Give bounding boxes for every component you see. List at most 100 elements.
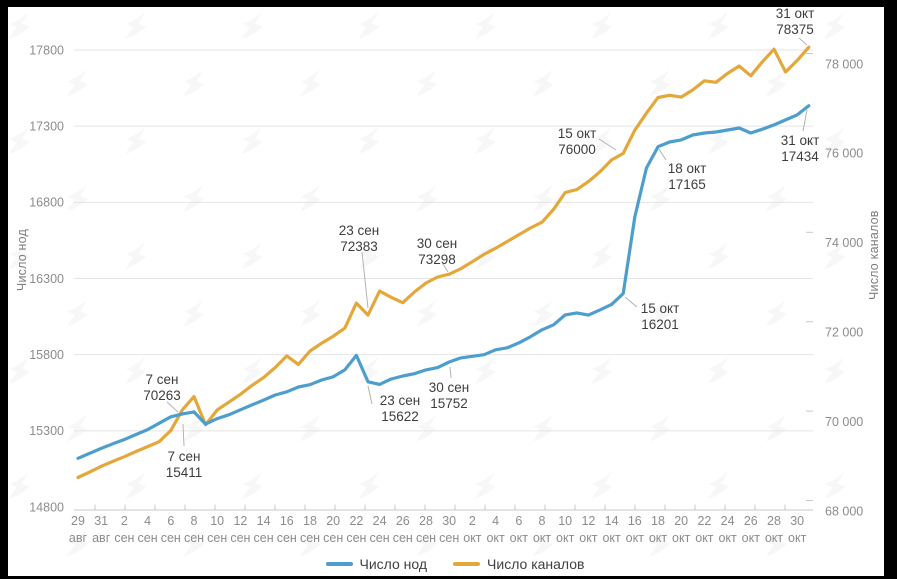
annotation-date: 7 сен xyxy=(146,372,179,387)
annotation-date: 15 окт xyxy=(558,126,597,141)
watermark-logo-icon xyxy=(533,299,554,327)
annotation-value: 16201 xyxy=(641,317,679,332)
annotation-leader-line xyxy=(367,385,373,405)
watermark-logo-icon xyxy=(708,242,729,269)
x-axis-tick-label-day: 22 xyxy=(697,514,711,528)
watermark-logo-icon xyxy=(766,299,787,327)
watermark-logo-icon xyxy=(475,127,496,154)
watermark-logo-icon xyxy=(358,472,379,499)
watermark-logo-icon xyxy=(533,529,554,557)
x-axis-tick-label-month: сен xyxy=(184,531,204,545)
x-axis-tick-label-month: сен xyxy=(439,531,459,545)
watermark-logo-icon xyxy=(416,69,437,97)
chart-canvas: 14800 15300 15800 16300 16800 17300 17800 68 00… xyxy=(9,7,863,557)
x-axis-tick-label-month: окт xyxy=(579,531,598,545)
x-axis-tick-label-day: 24 xyxy=(721,514,735,528)
watermark-logo-icon xyxy=(766,69,787,97)
x-axis-labels: 29 авг 31 авг 2 сен 4 сен 6 сен 8 сен 10 сен 12 сен 14 се… xyxy=(69,514,807,545)
watermark-logo-icon xyxy=(591,472,612,499)
channels-line-swatch-icon xyxy=(453,562,481,566)
legend-label-nodes: Число нод xyxy=(359,556,428,572)
watermark-logo-icon xyxy=(649,69,670,97)
nodes-line-swatch-icon xyxy=(325,562,353,566)
x-axis-tick-label-day: 29 xyxy=(71,514,85,528)
x-axis-tick-label-month: сен xyxy=(230,531,250,545)
watermark-logo-icon xyxy=(649,414,670,442)
watermark-logo-icon xyxy=(475,357,496,384)
annotation-leader-line xyxy=(598,138,617,151)
annotation-value: 78375 xyxy=(776,22,814,37)
left-axis-tick-label: 15300 xyxy=(29,424,64,438)
watermark-logo-icon xyxy=(9,127,30,154)
legend: Число нод Число каналов xyxy=(8,553,884,575)
left-axis-tick-label: 17300 xyxy=(29,119,64,133)
x-axis-tick-label-day: 20 xyxy=(326,514,340,528)
x-axis-tick-label-day: 28 xyxy=(767,514,781,528)
annotation-date: 23 сен xyxy=(339,223,379,238)
watermark-logo-icon xyxy=(358,242,379,269)
watermark-logo-icon xyxy=(300,299,321,327)
watermark-logo-icon xyxy=(824,242,845,269)
x-axis-tick-label-month: окт xyxy=(463,531,482,545)
x-axis-tick-label-day: 4 xyxy=(144,514,151,528)
x-axis-tick-label-month: окт xyxy=(742,531,761,545)
x-axis-tick-label-day: 16 xyxy=(628,514,642,528)
annotation-leader-line xyxy=(442,263,449,273)
x-axis-tick-label-day: 31 xyxy=(94,514,108,528)
watermark-logo-icon xyxy=(67,184,88,212)
annotation-value: 73298 xyxy=(418,252,456,267)
x-axis-tick-label-day: 14 xyxy=(257,514,271,528)
series-line-nodes[interactable] xyxy=(76,104,811,460)
watermark-logo-icon xyxy=(416,184,437,212)
watermark-logo-icon xyxy=(649,529,670,557)
watermark-logo-icon xyxy=(242,472,263,499)
watermark-logo-icon xyxy=(300,69,321,97)
legend-item-nodes[interactable]: Число нод xyxy=(325,556,428,572)
x-axis-tick-label-day: 26 xyxy=(744,514,758,528)
x-axis-tick-label-month: сен xyxy=(138,531,158,545)
annotation-leader-line xyxy=(361,251,369,309)
x-axis-tick-label-month: окт xyxy=(672,531,691,545)
right-axis-tick-label: 72 000 xyxy=(825,326,863,340)
x-axis-tick-label-month: окт xyxy=(556,531,575,545)
annotation-leader-line xyxy=(798,37,808,46)
gridlines xyxy=(74,49,813,432)
watermark-logo-icon xyxy=(591,242,612,269)
watermark-logo-icon xyxy=(824,357,845,384)
x-axis-tick-label-day: 10 xyxy=(210,514,224,528)
watermark-logo-icon xyxy=(533,414,554,442)
series-line-channels[interactable] xyxy=(76,45,811,480)
watermark-logo-icon xyxy=(416,414,437,442)
watermark-logo-icon xyxy=(358,127,379,154)
x-axis-tick-label-month: окт xyxy=(602,531,621,545)
watermark-logo-icon xyxy=(649,299,670,327)
x-axis-tick-label-day: 20 xyxy=(674,514,688,528)
x-axis-tick-label-month: сен xyxy=(393,531,413,545)
x-axis-minor-ticks xyxy=(94,504,786,510)
right-axis-tick-label: 74 000 xyxy=(825,236,863,250)
x-axis-tick-label-month: окт xyxy=(695,531,714,545)
x-axis-tick-label-day: 14 xyxy=(605,514,619,528)
watermark-logo-icon xyxy=(358,12,379,39)
x-axis-tick-label-month: сен xyxy=(323,531,343,545)
watermark-logo-icon xyxy=(708,357,729,384)
watermark-logo-icon xyxy=(533,184,554,212)
x-axis-tick-label-month: сен xyxy=(300,531,320,545)
x-axis-tick-label-month: окт xyxy=(788,531,807,545)
annotation-date: 7 сен xyxy=(168,449,201,464)
annotation-date: 15 окт xyxy=(641,301,680,316)
x-axis-tick-label-month: сен xyxy=(161,531,181,545)
watermark-logo-icon xyxy=(475,472,496,499)
watermark-logo-icon xyxy=(708,472,729,499)
x-axis-tick-label-month: сен xyxy=(114,531,134,545)
watermark-logo-icon xyxy=(824,472,845,499)
left-axis-tick-label: 17800 xyxy=(29,43,64,57)
legend-label-channels: Число каналов xyxy=(487,556,585,572)
watermark-logo-icon xyxy=(242,127,263,154)
right-axis-ticks xyxy=(806,53,813,501)
legend-item-channels[interactable]: Число каналов xyxy=(453,556,585,572)
